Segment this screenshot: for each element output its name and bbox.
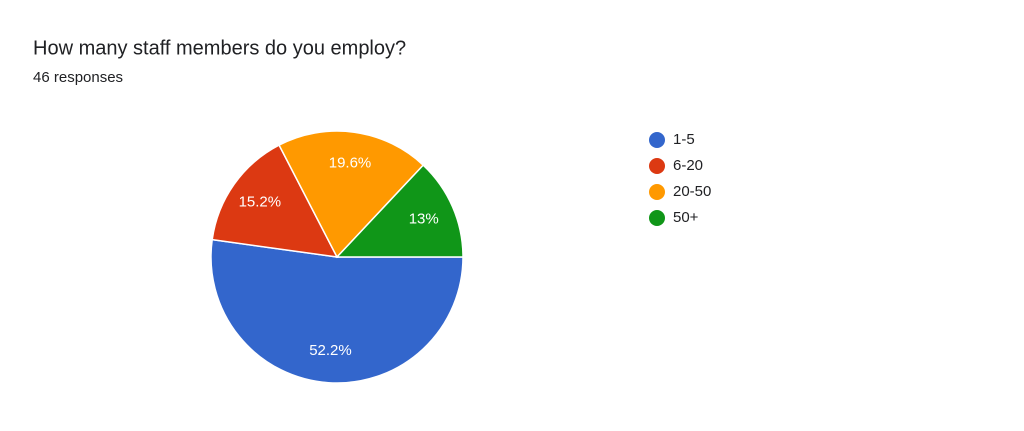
data-label: 52.2% <box>309 342 352 359</box>
legend-label: 50+ <box>673 209 699 226</box>
chart-subtitle: 46 responses <box>33 69 123 86</box>
legend-marker <box>649 132 665 148</box>
legend-marker <box>649 210 665 226</box>
legend-label: 1-5 <box>673 131 695 148</box>
pie-slice <box>211 144 339 258</box>
data-label: 19.6% <box>329 154 372 171</box>
legend-label: 20-50 <box>673 183 711 200</box>
legend-marker <box>649 158 665 174</box>
pie-slice <box>335 164 464 258</box>
data-label: 13% <box>409 210 439 227</box>
pie-slice <box>278 130 425 259</box>
chart-title: How many staff members do you employ? <box>33 37 406 59</box>
legend-marker <box>649 184 665 200</box>
pie-slice <box>210 238 464 384</box>
data-label: 15.2% <box>239 193 282 210</box>
legend-label: 6-20 <box>673 157 703 174</box>
